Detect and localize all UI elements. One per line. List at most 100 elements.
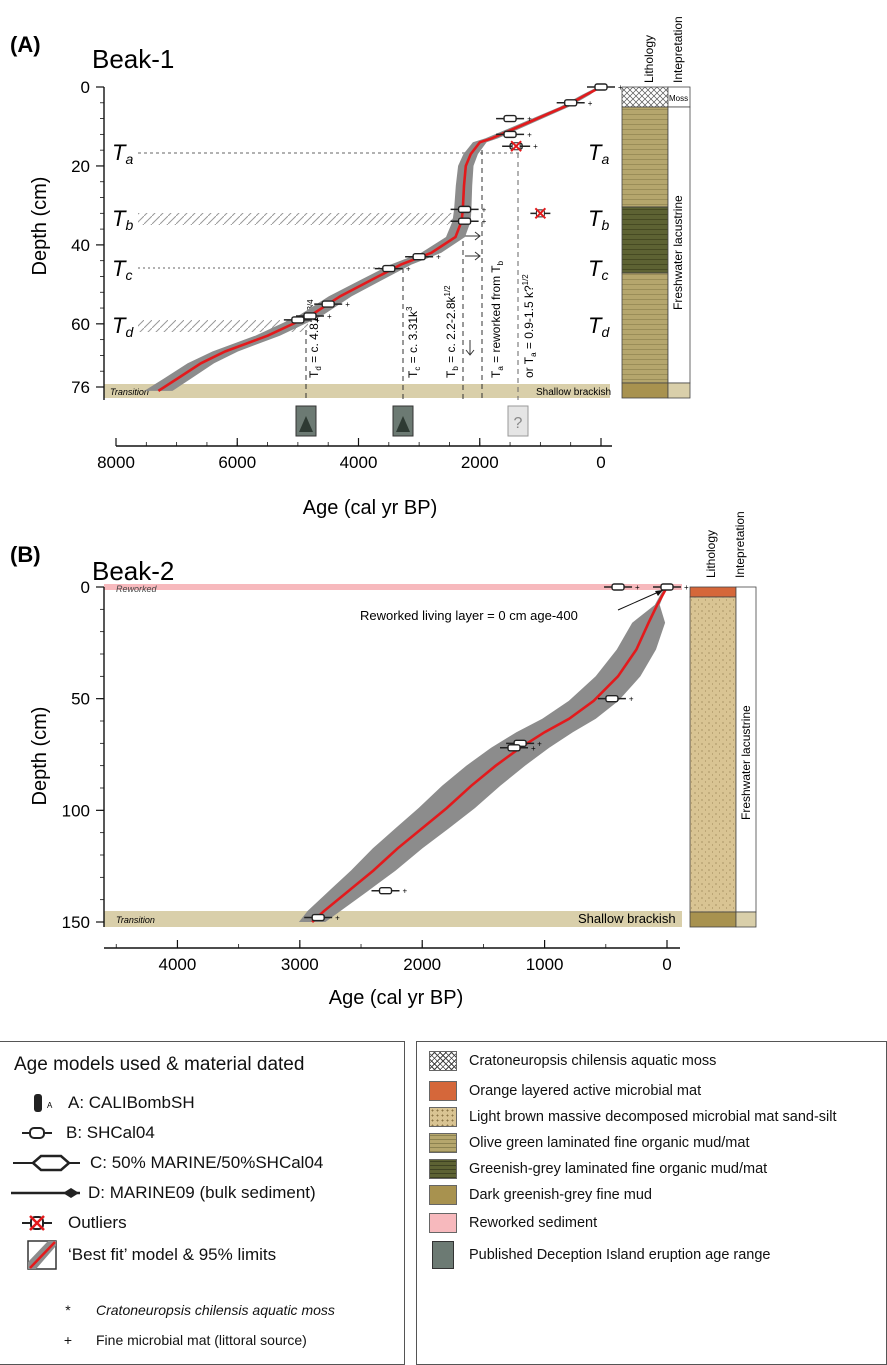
legend-swatch-row: Dark greenish-grey fine mud (429, 1184, 652, 1206)
panel-a-shallow-label: Shallow brackish (536, 387, 611, 398)
panel-a-site-title: Beak-1 (92, 44, 174, 74)
panel-b-y-ticks: 0 50 100 150 (62, 578, 104, 932)
asterisk-marker: * (65, 1302, 71, 1318)
legend-swatch-row: Olive green laminated fine organic mud/m… (429, 1132, 749, 1154)
dark-mud-swatch (429, 1185, 457, 1205)
legend-swatch-label: Orange layered active microbial mat (469, 1083, 702, 1099)
sample-plus-marker: + (588, 99, 593, 108)
legend-note-moss: * Cratoneuropsis chilensis aquatic moss (40, 1302, 335, 1318)
legend-lithology: Cratoneuropsis chilensis aquatic moss Or… (416, 1041, 887, 1365)
volcano-icon (432, 1241, 454, 1269)
legend-item-label: C: 50% MARINE/50%SHCal04 (90, 1153, 324, 1172)
anno-tc: Tc = c. 3.31k3 (405, 306, 422, 378)
sample-marker (594, 83, 608, 91)
sample-marker (457, 217, 472, 225)
tephra-tc-right: Tc (588, 256, 608, 283)
panel-b-x-ticks: 4000 3000 2000 1000 0 (115, 940, 672, 974)
plus-marker: + (63, 1332, 73, 1348)
mixed-symbol-icon (13, 1154, 80, 1172)
tephra-td-left: Td (112, 313, 134, 340)
x-tick-label: 1000 (526, 955, 564, 974)
sample-marker (503, 130, 517, 139)
legend-swatch-label: Cratoneuropsis chilensis aquatic moss (469, 1053, 717, 1069)
sample-marker (412, 253, 426, 261)
svg-text:A: A (47, 1101, 53, 1110)
panel-a-col-lithology: Lithology (642, 35, 656, 83)
legend-swatch-row: Light brown massive decomposed microbial… (429, 1106, 837, 1128)
legend-age-models-title: Age models used & material dated (14, 1054, 305, 1075)
y-tick-label: 40 (71, 236, 90, 255)
panel-a-x-label: Age (cal yr BP) (303, 497, 437, 519)
sample-plus-marker: + (531, 744, 536, 753)
sample-plus-marker: + (335, 914, 340, 923)
legend-item-bestfit: ‘Best fit’ model & 95% limits (0, 1240, 276, 1270)
panel-b-lithology-column (689, 586, 757, 928)
reworked-note-arrow (617, 589, 664, 611)
sample-marker (605, 694, 619, 703)
tephra-tb-left: Tb (112, 206, 133, 233)
outlier-cross (534, 207, 547, 220)
y-tick-label: 100 (62, 801, 90, 820)
x-tick-label: 0 (596, 453, 605, 472)
legend-item-marine: D: MARINE09 (bulk sediment) (0, 1178, 316, 1208)
sample-plus-marker: + (533, 142, 538, 151)
volcano-icon (295, 405, 317, 437)
sample-marker (311, 913, 325, 922)
panel-b-label: (B) (10, 542, 41, 567)
reworked-note-arrowhead (655, 590, 663, 596)
sample-plus-marker: + (527, 115, 532, 124)
x-tick-label: 8000 (97, 453, 135, 472)
legend-age-models: Age models used & material dated A A: CA… (0, 1041, 405, 1365)
anno-tb: Tb = c. 2.2-2.8k1/2 (443, 285, 460, 378)
sample-marker (503, 114, 517, 123)
tephra-tb-band (138, 213, 468, 225)
sample-plus-marker: + (403, 887, 408, 896)
panel-b-reworked-label: Reworked (116, 584, 158, 594)
sample-marker (457, 205, 472, 214)
y-tick-label: 150 (62, 913, 90, 932)
sample-plus-marker: + (406, 265, 411, 274)
legend-item-label: A: CALIBombSH (68, 1093, 195, 1112)
panel-b-transition-label: Transition (116, 915, 155, 925)
legend-swatch-label: Published Deception Island eruption age … (469, 1247, 771, 1263)
panel-b-dated-samples: + ++++++ (304, 583, 689, 923)
legend-swatch-label: Greenish-grey laminated fine organic mud… (469, 1161, 768, 1177)
sample-marker (507, 744, 521, 752)
panel-b-col-lithology: Lithology (704, 530, 718, 578)
tephra-ta-right: Ta (588, 140, 609, 167)
sample-plus-marker: + (527, 130, 532, 139)
legend-swatch-label: Light brown massive decomposed microbial… (469, 1109, 837, 1125)
light-brown-swatch (429, 1107, 457, 1127)
legend-item-shcal: B: SHCal04 (0, 1118, 155, 1148)
panel-a-col-interp: Intepretation (671, 16, 685, 83)
x-tick-label: 4000 (159, 955, 197, 974)
legend-note-label: Fine microbial mat (littoral source) (96, 1332, 307, 1348)
x-tick-label: 4000 (340, 453, 378, 472)
tephra-ta-left: Ta (112, 140, 133, 167)
legend-swatch-label: Dark greenish-grey fine mud (469, 1187, 652, 1203)
orange-mat-swatch (429, 1081, 457, 1101)
panel-b-y-label: Depth (cm) (29, 707, 51, 806)
y-tick-label: 60 (71, 315, 90, 334)
panel-a-y-label: Depth (cm) (29, 177, 51, 276)
panel-b-x-label: Age (cal yr BP) (329, 987, 463, 1009)
reworked-swatch (429, 1213, 457, 1233)
outlier-symbol-icon (22, 1215, 52, 1231)
legend-item-label: ‘Best fit’ model & 95% limits (68, 1245, 277, 1264)
legend-item-mixed: C: 50% MARINE/50%SHCal04 (0, 1148, 323, 1178)
legend-item-label: B: SHCal04 (66, 1123, 155, 1142)
legend-item-calibomb: A A: CALIBombSH (0, 1088, 195, 1118)
greenish-swatch (429, 1159, 457, 1179)
anno-ta: Ta = reworked from Tb (489, 260, 505, 378)
bestfit-symbol-icon (27, 1240, 57, 1270)
panel-a-dated-samples: ++++++++++++ (283, 83, 623, 325)
panel-b-interp-label: Freshwater lacustrine (739, 705, 753, 820)
marine-symbol-icon (11, 1188, 80, 1198)
shcal-symbol-icon (22, 1127, 52, 1139)
sample-plus-marker: + (629, 695, 634, 704)
svg-text:?: ? (514, 415, 523, 432)
panel-a-label: (A) (10, 32, 41, 57)
outlier-cross (510, 140, 522, 152)
x-tick-label: 0 (662, 955, 671, 974)
panel-b-best-fit-line (311, 586, 669, 923)
